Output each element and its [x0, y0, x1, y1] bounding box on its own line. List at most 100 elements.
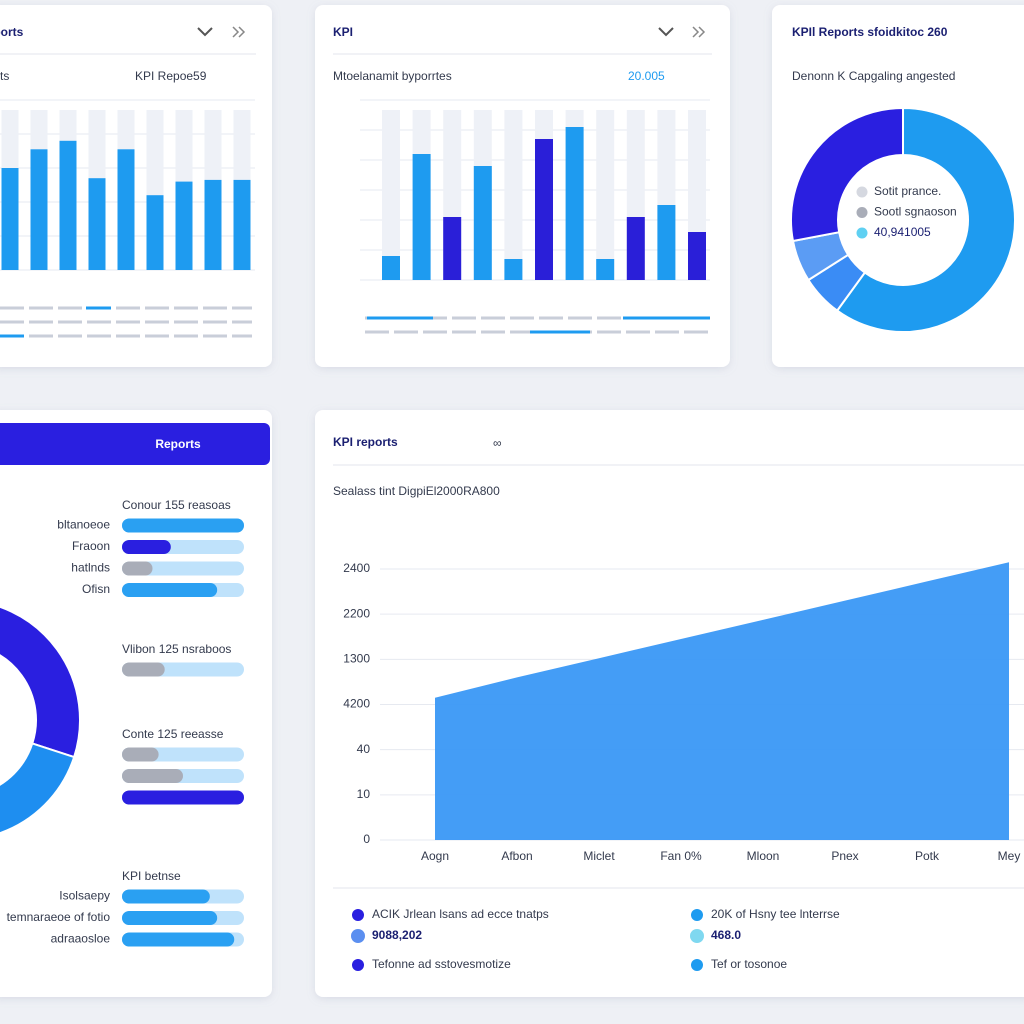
bar	[688, 232, 706, 280]
group-label: Conour 155 reasoas	[122, 498, 231, 512]
status-highlight	[0, 306, 710, 338]
bar	[204, 179, 222, 270]
area	[435, 562, 1009, 840]
legend-label: Tefonne ad sstovesmotize	[372, 957, 511, 971]
x-tick-label: Fan 0%	[660, 849, 702, 863]
x-tick-label: Potk	[915, 849, 940, 863]
chevron[interactable]	[232, 26, 246, 38]
panel-annotation: 20.005	[628, 69, 665, 83]
hbar	[122, 790, 244, 805]
bar	[535, 139, 553, 280]
y-tick-label: 40	[357, 742, 371, 756]
y-tick-label: 2400	[343, 561, 370, 575]
bar-track	[504, 110, 523, 280]
group-label: Vlibon 125 nsraboos	[122, 642, 231, 656]
y-tick-label: 1300	[343, 652, 370, 666]
panel-subtitle: Sealass tint DigpiEl2000RA800	[333, 484, 500, 498]
legend-label: Tef or tosonoe	[711, 957, 787, 971]
bar	[565, 127, 584, 280]
chevron[interactable]	[197, 27, 213, 37]
bar	[382, 256, 400, 280]
row-label: Fraoon	[72, 539, 110, 553]
legend-dot	[856, 227, 868, 239]
legend-label: Sotit prance.	[874, 184, 941, 198]
row-label: bltanoeoe	[57, 518, 110, 532]
group-label: KPI betnse	[122, 869, 181, 883]
panel-title: KPI reports	[333, 435, 398, 449]
legend-dot	[691, 909, 703, 921]
hbar	[122, 747, 159, 762]
hbar	[122, 540, 171, 554]
hbar	[122, 889, 210, 904]
bar-track	[122, 561, 244, 576]
legend-label: 20K of Hsny tee lnterrse	[711, 907, 840, 921]
bar	[443, 217, 462, 280]
hbar	[122, 561, 153, 576]
bar	[412, 154, 431, 280]
bar	[1, 168, 19, 270]
x-tick-label: Mloon	[747, 849, 780, 863]
legend-dot	[691, 959, 703, 971]
row-label: adraaosloe	[51, 932, 111, 946]
hbar	[122, 769, 183, 783]
legend-label: 9088,202	[372, 928, 422, 942]
y-tick-label: 10	[357, 787, 371, 801]
chevron[interactable]	[692, 26, 706, 38]
legend-dot	[856, 207, 868, 218]
bar	[175, 181, 193, 270]
panel-title: Reports	[0, 25, 24, 39]
panel-subtitle: Denonn K Capgaling angested	[792, 69, 955, 83]
panel-subtitle: Mtoelanamit byporrtes	[333, 69, 452, 83]
x-tick-label: Afbon	[501, 849, 532, 863]
y-tick-label: 4200	[343, 697, 370, 711]
hbar	[122, 911, 218, 925]
bar	[233, 179, 251, 270]
header-bar	[0, 423, 270, 465]
bar	[59, 140, 77, 270]
row-label: Isolsaepy	[59, 889, 110, 903]
bar	[626, 217, 645, 280]
pie-slice	[0, 742, 76, 835]
bar	[146, 195, 164, 270]
legend-label: 468.0	[711, 928, 741, 942]
pie-slice	[835, 106, 1016, 333]
panel-title: KPIl Reports sfoidkitoc 260	[792, 25, 948, 39]
legend-label: Sootl sgnaoson	[874, 205, 957, 219]
legend-label: ACIK Jrlean lsans ad ecce tnatps	[372, 907, 549, 921]
x-tick-label: Mey	[998, 849, 1021, 863]
panel	[0, 410, 272, 997]
panel	[0, 5, 272, 367]
legend-dot	[352, 909, 364, 921]
status-rows	[0, 306, 710, 338]
pie-slice	[790, 106, 904, 243]
legend-dot	[690, 929, 704, 943]
x-tick-label: Miclet	[583, 849, 615, 863]
panel-title: KPI	[333, 25, 353, 39]
group-label: Conte 125 reeasse	[122, 727, 224, 741]
chevron[interactable]	[658, 27, 674, 37]
panel-title: Reports	[155, 437, 201, 451]
row-label: Ofisn	[82, 582, 110, 596]
bar	[657, 205, 676, 280]
hbar	[122, 662, 165, 677]
hbar	[122, 518, 244, 533]
bar	[88, 178, 106, 270]
y-tick-label: 0	[363, 832, 370, 846]
legend-dot	[351, 929, 365, 943]
pie-slice	[0, 605, 81, 759]
panel-annotation: KPI Repoe59	[135, 69, 207, 83]
panel-subtitle: ts	[0, 69, 9, 83]
icon: ∞	[493, 436, 502, 450]
bar	[596, 259, 615, 280]
y-tick-label: 2200	[343, 606, 370, 620]
x-tick-label: Aogn	[421, 849, 449, 863]
bar-track	[596, 110, 615, 280]
x-tick-label: Pnex	[831, 849, 858, 863]
bar	[117, 149, 135, 270]
row-label: hatlnds	[71, 561, 110, 575]
row-label: temnaraeoe of fotio	[7, 910, 111, 924]
bar	[504, 259, 523, 280]
bar	[473, 166, 492, 280]
